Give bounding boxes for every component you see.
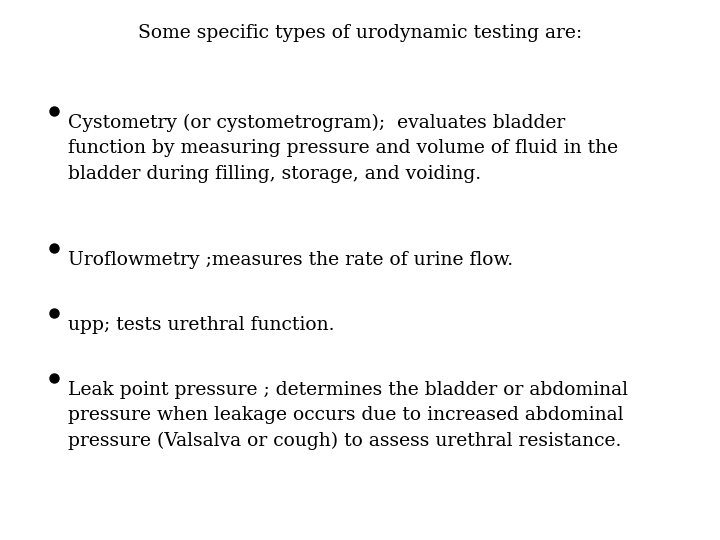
Text: upp; tests urethral function.: upp; tests urethral function. <box>68 316 335 334</box>
Text: Some specific types of urodynamic testing are:: Some specific types of urodynamic testin… <box>138 24 582 42</box>
Text: Uroflowmetry ;measures the rate of urine flow.: Uroflowmetry ;measures the rate of urine… <box>68 251 513 269</box>
Text: Leak point pressure ; determines the bladder or abdominal
pressure when leakage : Leak point pressure ; determines the bla… <box>68 381 629 450</box>
Text: Cystometry (or cystometrogram);  evaluates bladder
function by measuring pressur: Cystometry (or cystometrogram); evaluate… <box>68 113 618 183</box>
